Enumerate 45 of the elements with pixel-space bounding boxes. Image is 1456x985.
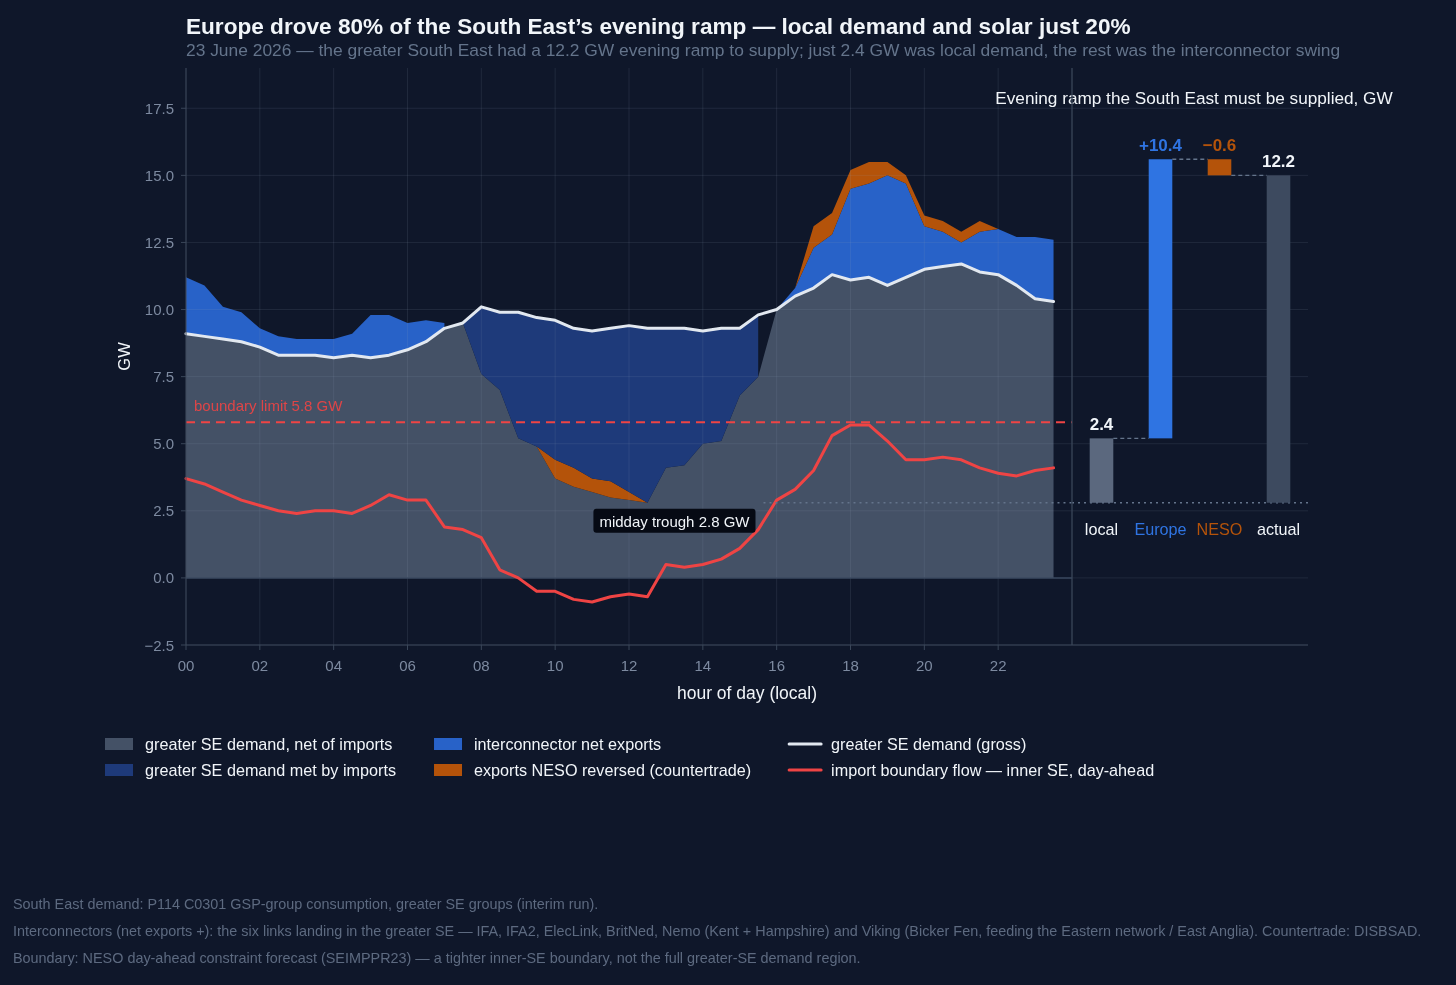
legend-label: exports NESO reversed (countertrade) bbox=[474, 761, 752, 779]
legend-label: greater SE demand met by imports bbox=[145, 761, 397, 779]
y-tick-label: 17.5 bbox=[144, 99, 174, 117]
y-tick-label: 7.5 bbox=[153, 368, 174, 386]
text: Evening ramp the South East must be supplied, GW bbox=[995, 88, 1394, 108]
data-label: −0.6 bbox=[1202, 136, 1237, 156]
legend-label: interconnector net exports bbox=[474, 735, 662, 753]
chart-title: Europe drove 80% of the South East’s evening ramp — local demand and solar just 20% bbox=[186, 14, 1131, 39]
ref-line-label: boundary limit 5.8 GW bbox=[194, 397, 344, 415]
x-tick-label: 10 bbox=[546, 656, 564, 674]
x-tick-label: 12 bbox=[620, 656, 638, 674]
x-tick-label: 18 bbox=[842, 656, 859, 674]
x-tick-label: 14 bbox=[694, 656, 712, 674]
x-tick-label: 08 bbox=[472, 656, 490, 674]
legend-label: greater SE demand (gross) bbox=[831, 735, 1027, 753]
x-tick-label: 00 bbox=[177, 656, 195, 674]
x-tick-label: local bbox=[1084, 519, 1119, 538]
x-tick-label: 06 bbox=[399, 656, 416, 674]
y-tick-label: 12.5 bbox=[144, 233, 174, 251]
text: Interconnectors (net exports +): the six links landing in the greater SE — IFA, IFA2, ElecLink, BritNed, Nemo (Kent + Hampshire) and Viking (Bicker Fen, feeding the Eastern network / East Anglia). Countertrade: DISBSAD. bbox=[13, 923, 1422, 939]
data-label: +10.4 bbox=[1138, 136, 1183, 156]
text: Boundary: NESO day-ahead constraint forecast (SEIMPPR23) — a tighter inner-SE boundary, not the full greater-SE demand region. bbox=[13, 950, 861, 966]
y-tick-label: 5.0 bbox=[153, 435, 174, 453]
x-tick-label: 20 bbox=[915, 656, 933, 674]
y-tick-label: 2.5 bbox=[153, 502, 174, 520]
x-tick-label: 04 bbox=[325, 656, 343, 674]
x-tick-label: actual bbox=[1256, 519, 1301, 538]
text: South East demand: P114 C0301 GSP-group consumption, greater SE groups (interim run). bbox=[13, 896, 599, 912]
x-tick-label: 22 bbox=[989, 656, 1007, 674]
data-label: 12.2 bbox=[1261, 152, 1296, 172]
y-tick-label: 15.0 bbox=[144, 166, 174, 184]
y-tick-label: 0.0 bbox=[153, 569, 174, 587]
legend-label: greater SE demand, net of imports bbox=[145, 735, 393, 753]
x-axis-title: hour of day (local) bbox=[676, 683, 818, 703]
x-tick-label: 16 bbox=[768, 656, 786, 674]
x-tick-label: NESO bbox=[1196, 519, 1243, 538]
data-label: 2.4 bbox=[1089, 415, 1114, 435]
chart-subtitle: 23 June 2026 — the greater South East had a 12.2 GW evening ramp to supply; just 2.4 GW was local demand, the rest was the interconnector swing bbox=[186, 40, 1341, 60]
legend-label: import boundary flow — inner SE, day-ahead bbox=[831, 761, 1155, 779]
x-tick-label: 02 bbox=[251, 656, 269, 674]
annotation: midday trough 2.8 GW bbox=[599, 512, 751, 530]
y-axis-title: GW bbox=[115, 341, 133, 371]
y-tick-label: 10.0 bbox=[144, 301, 174, 319]
x-tick-label: Europe bbox=[1134, 519, 1187, 538]
y-tick-label: −2.5 bbox=[144, 636, 174, 654]
